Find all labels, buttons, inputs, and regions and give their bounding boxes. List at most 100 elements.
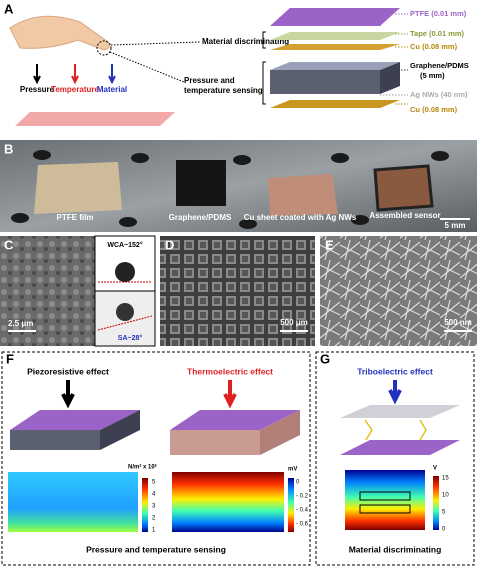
sem-image bbox=[160, 236, 315, 346]
material-label: Material discriminating bbox=[202, 37, 289, 46]
panel-letter: C bbox=[4, 237, 14, 252]
layer-label: Ag NWs (40 nm) bbox=[410, 90, 468, 99]
sa-label: SA~28° bbox=[118, 334, 143, 342]
panel-letter: G bbox=[320, 351, 330, 366]
arrow bbox=[388, 380, 402, 405]
callout-line bbox=[109, 41, 201, 83]
item-label: Cu sheet coated with Ag NWs bbox=[244, 213, 357, 222]
layer-label: Cu (0.08 mm) bbox=[410, 42, 458, 51]
arrow bbox=[33, 64, 41, 85]
pink-plate bbox=[15, 112, 175, 126]
scale-label: 5 mm bbox=[445, 221, 466, 230]
ptfe-layer bbox=[270, 8, 400, 26]
item-label: Assembled sensor bbox=[369, 211, 440, 220]
holes bbox=[11, 150, 449, 229]
cu-layer bbox=[270, 44, 400, 50]
colorbar-tick: - 0.4 bbox=[296, 508, 309, 514]
arrow bbox=[223, 380, 237, 409]
device-side bbox=[260, 410, 300, 455]
scale-bar bbox=[444, 330, 472, 332]
graphene-side bbox=[380, 62, 400, 94]
sem-image bbox=[320, 236, 477, 346]
effect-title: Piezoresistive effect bbox=[27, 366, 109, 376]
contact-circle bbox=[96, 40, 112, 56]
arrow bbox=[61, 380, 75, 409]
layer-label: Cu (0.08 mm) bbox=[410, 105, 458, 114]
device-side bbox=[170, 430, 260, 455]
panel-box bbox=[1, 351, 311, 566]
arrow bbox=[71, 64, 79, 85]
panel-letter: F bbox=[6, 351, 14, 366]
panel-letter: D bbox=[165, 237, 174, 252]
temperature-map bbox=[172, 472, 284, 532]
device-top bbox=[340, 440, 460, 455]
assembled-sensor bbox=[373, 164, 434, 212]
bracket bbox=[262, 31, 266, 105]
scale-label: 500 μm bbox=[280, 318, 308, 327]
scale-label: 500 nm bbox=[444, 318, 472, 327]
colorbar-tick: 0 bbox=[442, 527, 446, 533]
caption: Pressure and temperature sensing bbox=[86, 544, 226, 554]
colorbar-unit: mV bbox=[288, 467, 297, 473]
colorbar-tick: 1 bbox=[152, 528, 156, 534]
electrode bbox=[359, 491, 411, 501]
colorbar-unit: N/m² x 10² bbox=[128, 464, 157, 471]
item-label: Graphene/PDMS bbox=[169, 213, 232, 222]
panel-letter: B bbox=[4, 141, 13, 156]
panel-letter: A bbox=[4, 1, 14, 16]
graphene-top bbox=[270, 62, 400, 70]
panel-letter: E bbox=[325, 237, 334, 252]
cu-sheet bbox=[268, 174, 338, 216]
scale-bar bbox=[280, 330, 308, 332]
scale-bar bbox=[8, 330, 36, 332]
layer-label: Tape (0.01 mm) bbox=[410, 29, 465, 38]
layer-label: PTFE (0.01 mm) bbox=[410, 9, 467, 18]
colorbar-tick: 10 bbox=[442, 493, 449, 499]
sensing-label: Pressure and temperature sensing bbox=[184, 76, 263, 95]
effect-title: Thermoelectric effect bbox=[187, 366, 273, 376]
colorbar-tick: - 0.2 bbox=[296, 494, 309, 500]
panel-box bbox=[315, 351, 475, 566]
graphene-side bbox=[270, 70, 380, 94]
ptfe-sheet bbox=[340, 405, 460, 418]
colorbar-tick: - 0.6 bbox=[296, 522, 309, 528]
leaders bbox=[380, 13, 408, 105]
spark bbox=[364, 419, 427, 441]
stress-map bbox=[8, 472, 138, 532]
colorbar-tick: 5 bbox=[442, 510, 446, 516]
droplet bbox=[115, 262, 135, 282]
graphene-sponge bbox=[176, 160, 226, 206]
scale-label: 2.5 μm bbox=[8, 319, 33, 328]
force-label: Material bbox=[97, 85, 127, 94]
colorbar-tick: 15 bbox=[442, 476, 449, 482]
droplet bbox=[116, 303, 134, 321]
sensing-label-box: Pressure and temperature sensing bbox=[184, 76, 263, 95]
cu-bottom bbox=[270, 100, 400, 108]
force-label: Pressure bbox=[20, 85, 55, 94]
device-side bbox=[10, 430, 100, 450]
item-label: PTFE film bbox=[57, 213, 94, 222]
baseline bbox=[97, 315, 153, 331]
electrode bbox=[359, 504, 411, 514]
layer-label: Graphene/PDMS bbox=[410, 61, 469, 70]
tape-layer bbox=[270, 32, 400, 40]
effect-title: Triboelectric effect bbox=[357, 366, 433, 376]
colorbar bbox=[288, 478, 294, 532]
colorbar-tick: 2 bbox=[152, 516, 156, 522]
wca-label: WCA~152° bbox=[107, 241, 142, 249]
colorbar-tick: 5 bbox=[152, 480, 156, 486]
colorbar bbox=[433, 476, 439, 530]
device-top bbox=[10, 410, 140, 430]
hand bbox=[9, 15, 110, 51]
colorbar-tick: 4 bbox=[152, 492, 156, 498]
scale-bar bbox=[440, 218, 470, 220]
device-side bbox=[100, 410, 140, 450]
colorbar-tick: 3 bbox=[152, 504, 156, 510]
force-label: Temperature bbox=[51, 85, 99, 94]
colorbar bbox=[142, 478, 148, 532]
arrow bbox=[108, 64, 116, 85]
ptfe-film bbox=[34, 162, 122, 214]
device-top bbox=[170, 410, 300, 430]
layer-label: (5 mm) bbox=[420, 71, 445, 80]
